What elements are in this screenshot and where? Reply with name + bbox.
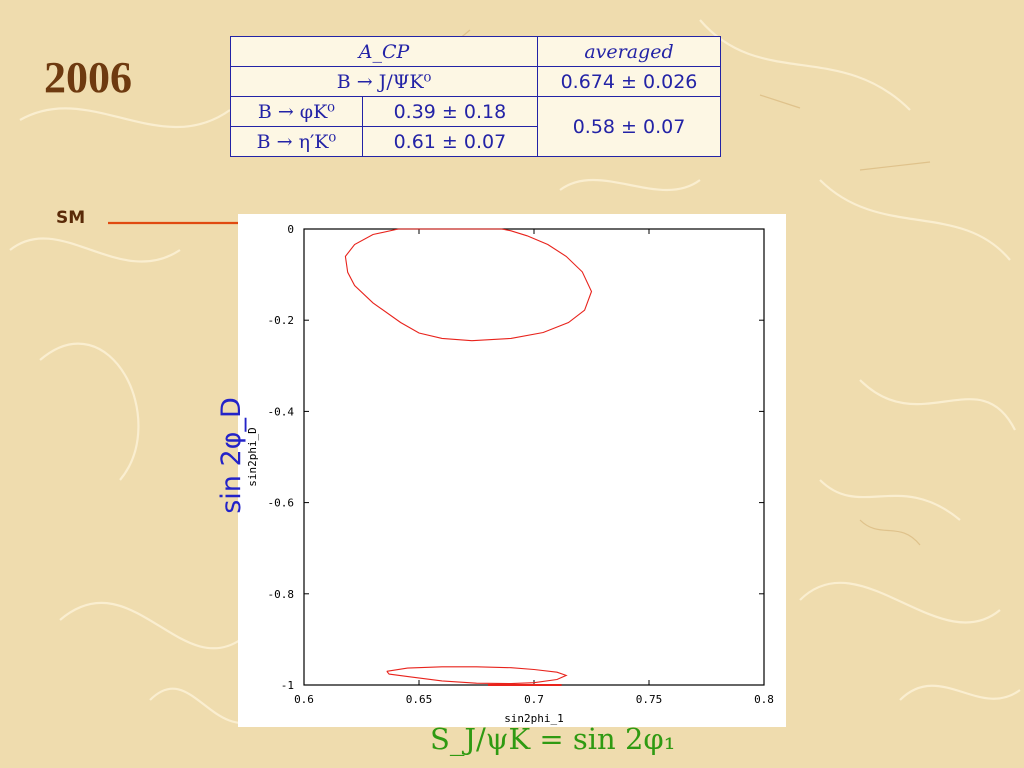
- upper-contour: [344, 228, 593, 342]
- y-tick-label: -0.2: [268, 314, 295, 327]
- slide-year-title: 2006: [44, 53, 132, 102]
- x-tick-label: 0.7: [524, 693, 544, 706]
- y-tick-label: 0: [287, 223, 294, 236]
- x-tick-label: 0.65: [406, 693, 433, 706]
- y-tick-label: -1: [281, 679, 294, 692]
- x-axis-label: sin2phi_1: [504, 712, 564, 725]
- process-phi-k0: B → φK⁰: [230, 96, 363, 127]
- y-tick-label: -0.8: [268, 588, 295, 601]
- table-header-averaged: averaged: [537, 36, 721, 67]
- x-tick-label: 0.75: [636, 693, 663, 706]
- y-axis-physics-label: sin 2φ_D: [215, 396, 247, 514]
- x-tick-label: 0.8: [754, 693, 774, 706]
- averaged-jpsi-value: 0.674 ± 0.026: [537, 66, 721, 97]
- y-tick-label: -0.6: [268, 497, 295, 510]
- sm-label: SM: [56, 208, 86, 228]
- y-axis-label: sin2phi_D: [246, 427, 259, 487]
- averaged-penguin-value: 0.58 ± 0.07: [537, 96, 721, 157]
- x-axis-physics-label: S_J/ψK = sin 2φ₁: [430, 722, 676, 756]
- process-jpsi-k0: B → J/ΨK⁰: [230, 66, 538, 97]
- y-axis-physics-label-wrap: sin 2φ_D: [214, 345, 248, 565]
- x-tick-label: 0.6: [294, 693, 314, 706]
- y-tick-label: -0.4: [268, 405, 295, 418]
- value-phi-k0: 0.39 ± 0.18: [361, 96, 539, 127]
- lower-contour: [386, 666, 568, 685]
- process-eta-prime-k0: B → η′K⁰: [230, 126, 363, 157]
- contour-plot: 0.6 0.65 0.7 0.75 0.8 0 -0.2 -0.4 -0.6 -0.8 -1 sin…: [238, 214, 786, 727]
- value-eta-prime-k0: 0.61 ± 0.07: [361, 126, 539, 157]
- table-header-acp: A_CP: [230, 36, 538, 67]
- acp-summary-table: A_CP averaged B → J/ΨK⁰ 0.674 ± 0.026 B …: [230, 36, 721, 157]
